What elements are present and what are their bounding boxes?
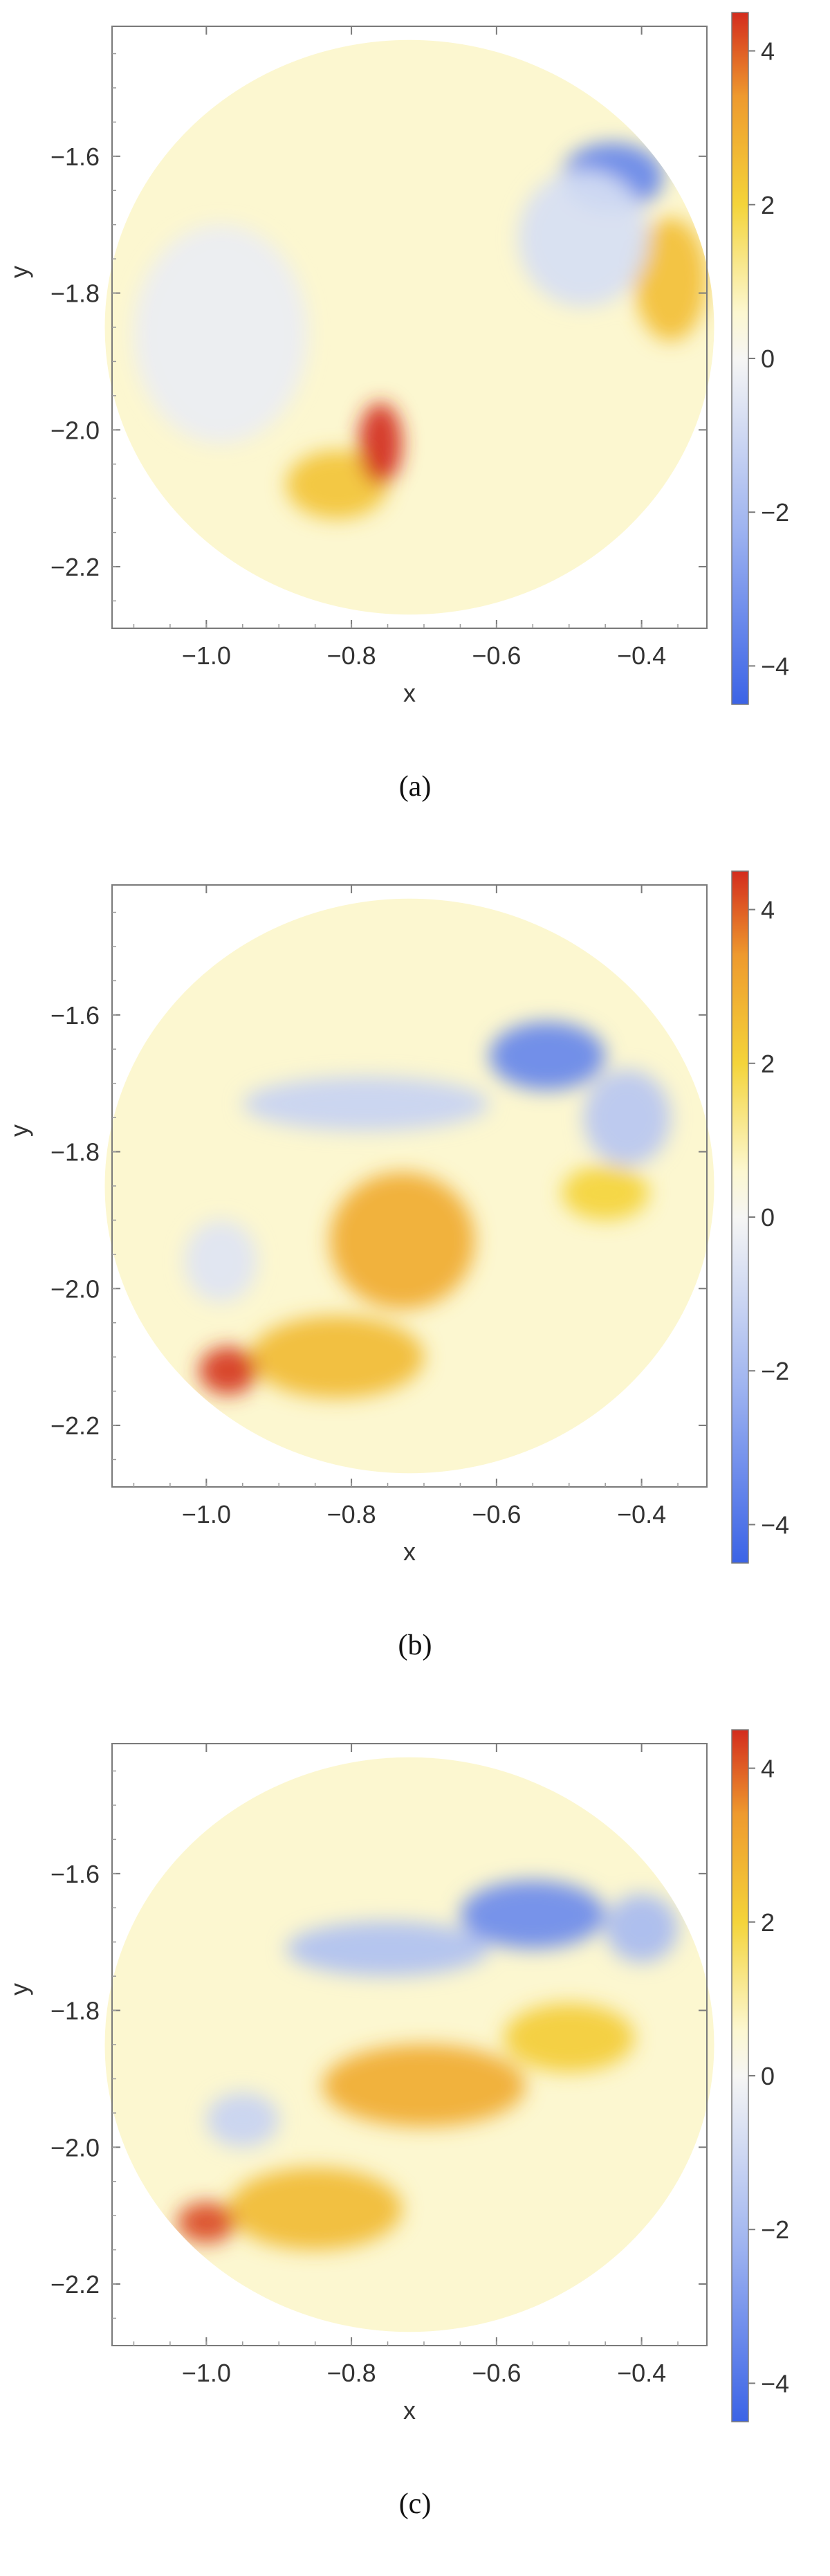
feature-c-6 <box>228 2167 403 2250</box>
colorbar-label-c-2: 0 <box>761 2062 775 2090</box>
colorbar-b <box>731 870 749 1564</box>
xtick-label-b-1: −0.8 <box>327 1500 376 1528</box>
feature-c-7 <box>177 2202 236 2243</box>
colorbar-label-a-0: −4 <box>761 652 789 680</box>
colorbar-label-a-2: 0 <box>761 345 775 373</box>
colorbar-label-c-4: 4 <box>761 1755 775 1783</box>
ytick-label-a-2: −1.8 <box>50 280 100 308</box>
feature-b-4 <box>329 1172 475 1309</box>
ytick-label-c-0: −2.2 <box>50 2270 100 2299</box>
feature-c-1 <box>605 1894 679 1963</box>
feature-a-2 <box>518 170 649 307</box>
xtick-label-c-2: −0.6 <box>472 2359 521 2387</box>
feature-a-5 <box>358 402 403 485</box>
colorbar-label-b-2: 0 <box>761 1203 775 1232</box>
ytick-label-a-0: −2.2 <box>50 553 100 581</box>
xtick-label-b-3: −0.4 <box>617 1500 666 1528</box>
colorbar-label-b-0: −4 <box>761 1510 789 1539</box>
caption-b: (b) <box>398 1629 432 1661</box>
ytick-label-c-3: −1.6 <box>50 1860 100 1888</box>
y-axis-label-b: y <box>5 1124 33 1137</box>
feature-c-5 <box>504 2003 635 2072</box>
colorbar-label-a-3: 2 <box>761 191 775 219</box>
feature-b-7 <box>562 1165 649 1221</box>
colorbar-label-a-4: 4 <box>761 37 775 66</box>
panel-a: −1.0 −0.8 −0.6 −0.4 −2.2 −2.0 −1.8 −1.6 x y −4 −2 0 2… <box>0 0 830 859</box>
xtick-label-c-3: −0.4 <box>617 2359 666 2387</box>
colorbar-label-b-1: −2 <box>761 1357 789 1385</box>
colorbar-label-b-4: 4 <box>761 896 775 924</box>
feature-b-6 <box>199 1346 257 1395</box>
colorbar-label-a-1: −2 <box>761 498 789 527</box>
feature-b-0 <box>489 1021 606 1090</box>
feature-c-0 <box>460 1880 606 1949</box>
xtick-label-c-0: −1.0 <box>182 2359 231 2387</box>
x-axis-label-a: x <box>403 679 416 707</box>
field-features-c <box>177 1880 679 2250</box>
ytick-label-b-1: −2.0 <box>50 1275 100 1303</box>
x-axis-label-b: x <box>403 1537 416 1566</box>
xtick-label-a-0: −1.0 <box>182 641 231 670</box>
caption-a: (a) <box>399 771 432 803</box>
ytick-label-a-3: −1.6 <box>50 143 100 171</box>
colorbar-label-c-1: −2 <box>761 2216 789 2244</box>
field-features-a <box>133 143 707 519</box>
panel-c: −1.0 −0.8 −0.6 −0.4 −2.2 −2.0 −1.8 −1.6 x y −4 −2 0 2… <box>0 1717 830 2576</box>
xtick-label-b-0: −1.0 <box>182 1500 231 1528</box>
feature-b-2 <box>242 1076 490 1131</box>
field-features-b <box>184 1021 671 1398</box>
feature-c-2 <box>286 1921 490 1977</box>
colorbar-a <box>731 12 749 705</box>
ytick-label-c-2: −1.8 <box>50 1997 100 2025</box>
x-axis-label-c: x <box>403 2396 416 2424</box>
heatmap-c: −1.0 −0.8 −0.6 −0.4 −2.2 −2.0 −1.8 −1.6 x y −4 −2 0 2… <box>5 1729 789 2520</box>
ytick-label-b-2: −1.8 <box>50 1138 100 1167</box>
caption-c: (c) <box>399 2488 432 2520</box>
ytick-label-a-1: −2.0 <box>50 416 100 444</box>
feature-b-3 <box>184 1220 257 1303</box>
feature-c-4 <box>322 2045 526 2127</box>
colorbar-label-c-0: −4 <box>761 2369 789 2397</box>
colorbar-label-c-3: 2 <box>761 1908 775 1937</box>
feature-c-3 <box>206 2092 279 2148</box>
xtick-label-a-1: −0.8 <box>327 641 376 670</box>
colorbar-label-b-3: 2 <box>761 1050 775 1078</box>
y-axis-label-c: y <box>5 1983 33 1995</box>
ytick-label-b-3: −1.6 <box>50 1001 100 1030</box>
xtick-label-a-2: −0.6 <box>472 641 521 670</box>
xtick-label-c-1: −0.8 <box>327 2359 376 2387</box>
panel-b: −1.0 −0.8 −0.6 −0.4 −2.2 −2.0 −1.8 −1.6 x y −4 −2 0 2… <box>0 859 830 1717</box>
y-axis-label-a: y <box>5 266 33 278</box>
heatmap-b: −1.0 −0.8 −0.6 −0.4 −2.2 −2.0 −1.8 −1.6 x y −4 −2 0 2… <box>5 870 789 1661</box>
colorbar-c <box>731 1729 749 2422</box>
xtick-label-a-3: −0.4 <box>617 641 666 670</box>
feature-b-5 <box>250 1315 424 1398</box>
ytick-label-b-0: −2.2 <box>50 1412 100 1440</box>
feature-a-0 <box>634 217 707 341</box>
feature-a-3 <box>133 224 308 444</box>
feature-b-1 <box>583 1069 671 1166</box>
xtick-label-b-2: −0.6 <box>472 1500 521 1528</box>
heatmap-a: −1.0 −0.8 −0.6 −0.4 −2.2 −2.0 −1.8 −1.6 x y −4 −2 0 2… <box>5 12 789 803</box>
ytick-label-c-1: −2.0 <box>50 2133 100 2162</box>
feature-a-4 <box>286 450 388 519</box>
